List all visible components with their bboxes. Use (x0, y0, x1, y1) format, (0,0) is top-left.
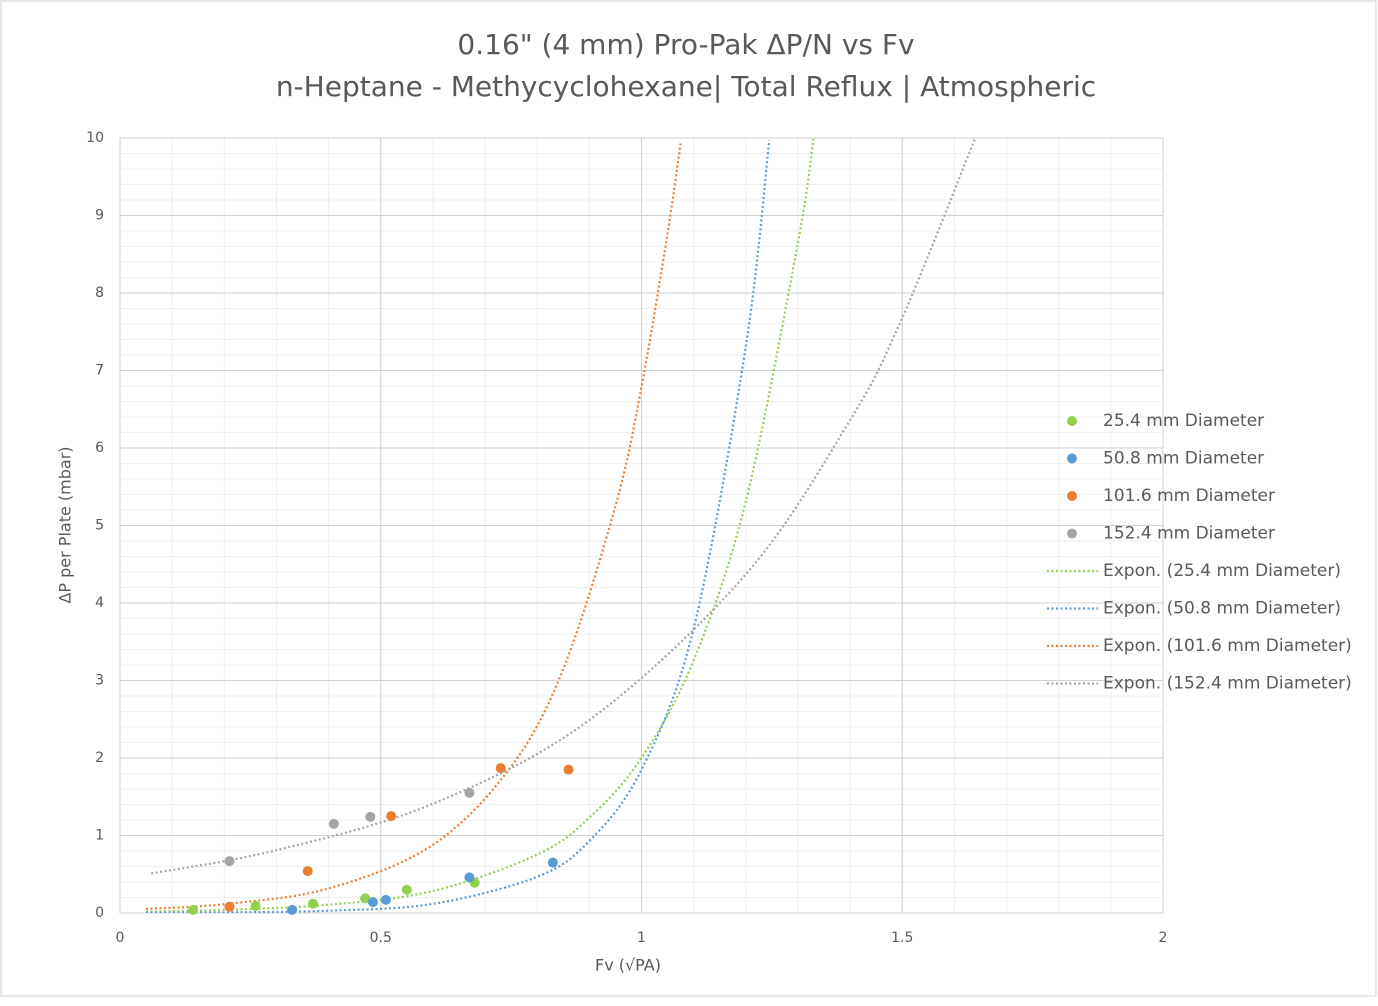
legend-label: Expon. (50.8 mm Diameter) (1103, 599, 1341, 619)
y-tick-label: 5 (95, 518, 104, 534)
point (224, 901, 235, 912)
y-tick-label: 2 (95, 750, 104, 766)
legend-label: Expon. (101.6 mm Diameter) (1103, 636, 1352, 656)
legend-label: 50.8 mm Diameter (1103, 449, 1264, 469)
y-tick-label: 0 (95, 905, 104, 921)
y-axis-label: ΔP per Plate (mbar) (56, 446, 75, 603)
legend-label: 152.4 mm Diameter (1103, 524, 1275, 544)
point (464, 787, 475, 798)
y-tick-label: 6 (95, 440, 104, 456)
y-tick-label: 8 (95, 285, 104, 301)
trendline (146, 143, 682, 910)
x-tick-label: 0.5 (370, 930, 392, 946)
point (307, 898, 318, 909)
x-axis-label: Fv (√PA) (595, 956, 661, 975)
y-tick-label: 9 (95, 208, 104, 224)
legend-label: Expon. (152.4 mm Diameter) (1103, 674, 1352, 694)
point (495, 763, 506, 774)
chart-subtitle: n-Heptane - Methycyclohexane| Total Refl… (276, 70, 1096, 103)
point (464, 872, 475, 883)
legend-label: Expon. (25.4 mm Diameter) (1103, 561, 1341, 581)
point (302, 866, 313, 877)
trendline (146, 138, 815, 913)
point (328, 818, 339, 829)
point (386, 811, 397, 822)
y-tick-label: 10 (86, 130, 104, 146)
trendline (151, 138, 977, 875)
chart-title: 0.16" (4 mm) Pro-Pak ΔP/N vs Fv (457, 28, 914, 61)
x-tick-label: 2 (1159, 930, 1168, 946)
legend-marker (1067, 491, 1077, 501)
x-tick-label: 1.5 (891, 930, 913, 946)
point (360, 893, 371, 904)
point (224, 856, 235, 867)
trendline (146, 140, 771, 913)
y-tick-label: 3 (95, 673, 104, 689)
point (365, 811, 376, 822)
x-tick-label: 1 (637, 930, 646, 946)
point (563, 764, 574, 775)
point (250, 901, 261, 912)
point (401, 884, 412, 895)
point (380, 894, 391, 905)
y-tick-label: 7 (95, 363, 104, 379)
point (547, 857, 558, 868)
point (287, 904, 298, 915)
legend-marker (1067, 453, 1077, 464)
point (188, 904, 199, 915)
legend-label: 25.4 mm Diameter (1103, 411, 1264, 431)
legend-marker (1067, 528, 1077, 539)
legend-label: 101.6 mm Diameter (1103, 486, 1275, 506)
point (367, 897, 378, 908)
y-tick-label: 4 (95, 595, 104, 611)
legend-marker (1067, 416, 1077, 426)
plot-border (119, 137, 1164, 914)
y-tick-label: 1 (95, 828, 104, 844)
x-tick-label: 0 (116, 930, 125, 946)
